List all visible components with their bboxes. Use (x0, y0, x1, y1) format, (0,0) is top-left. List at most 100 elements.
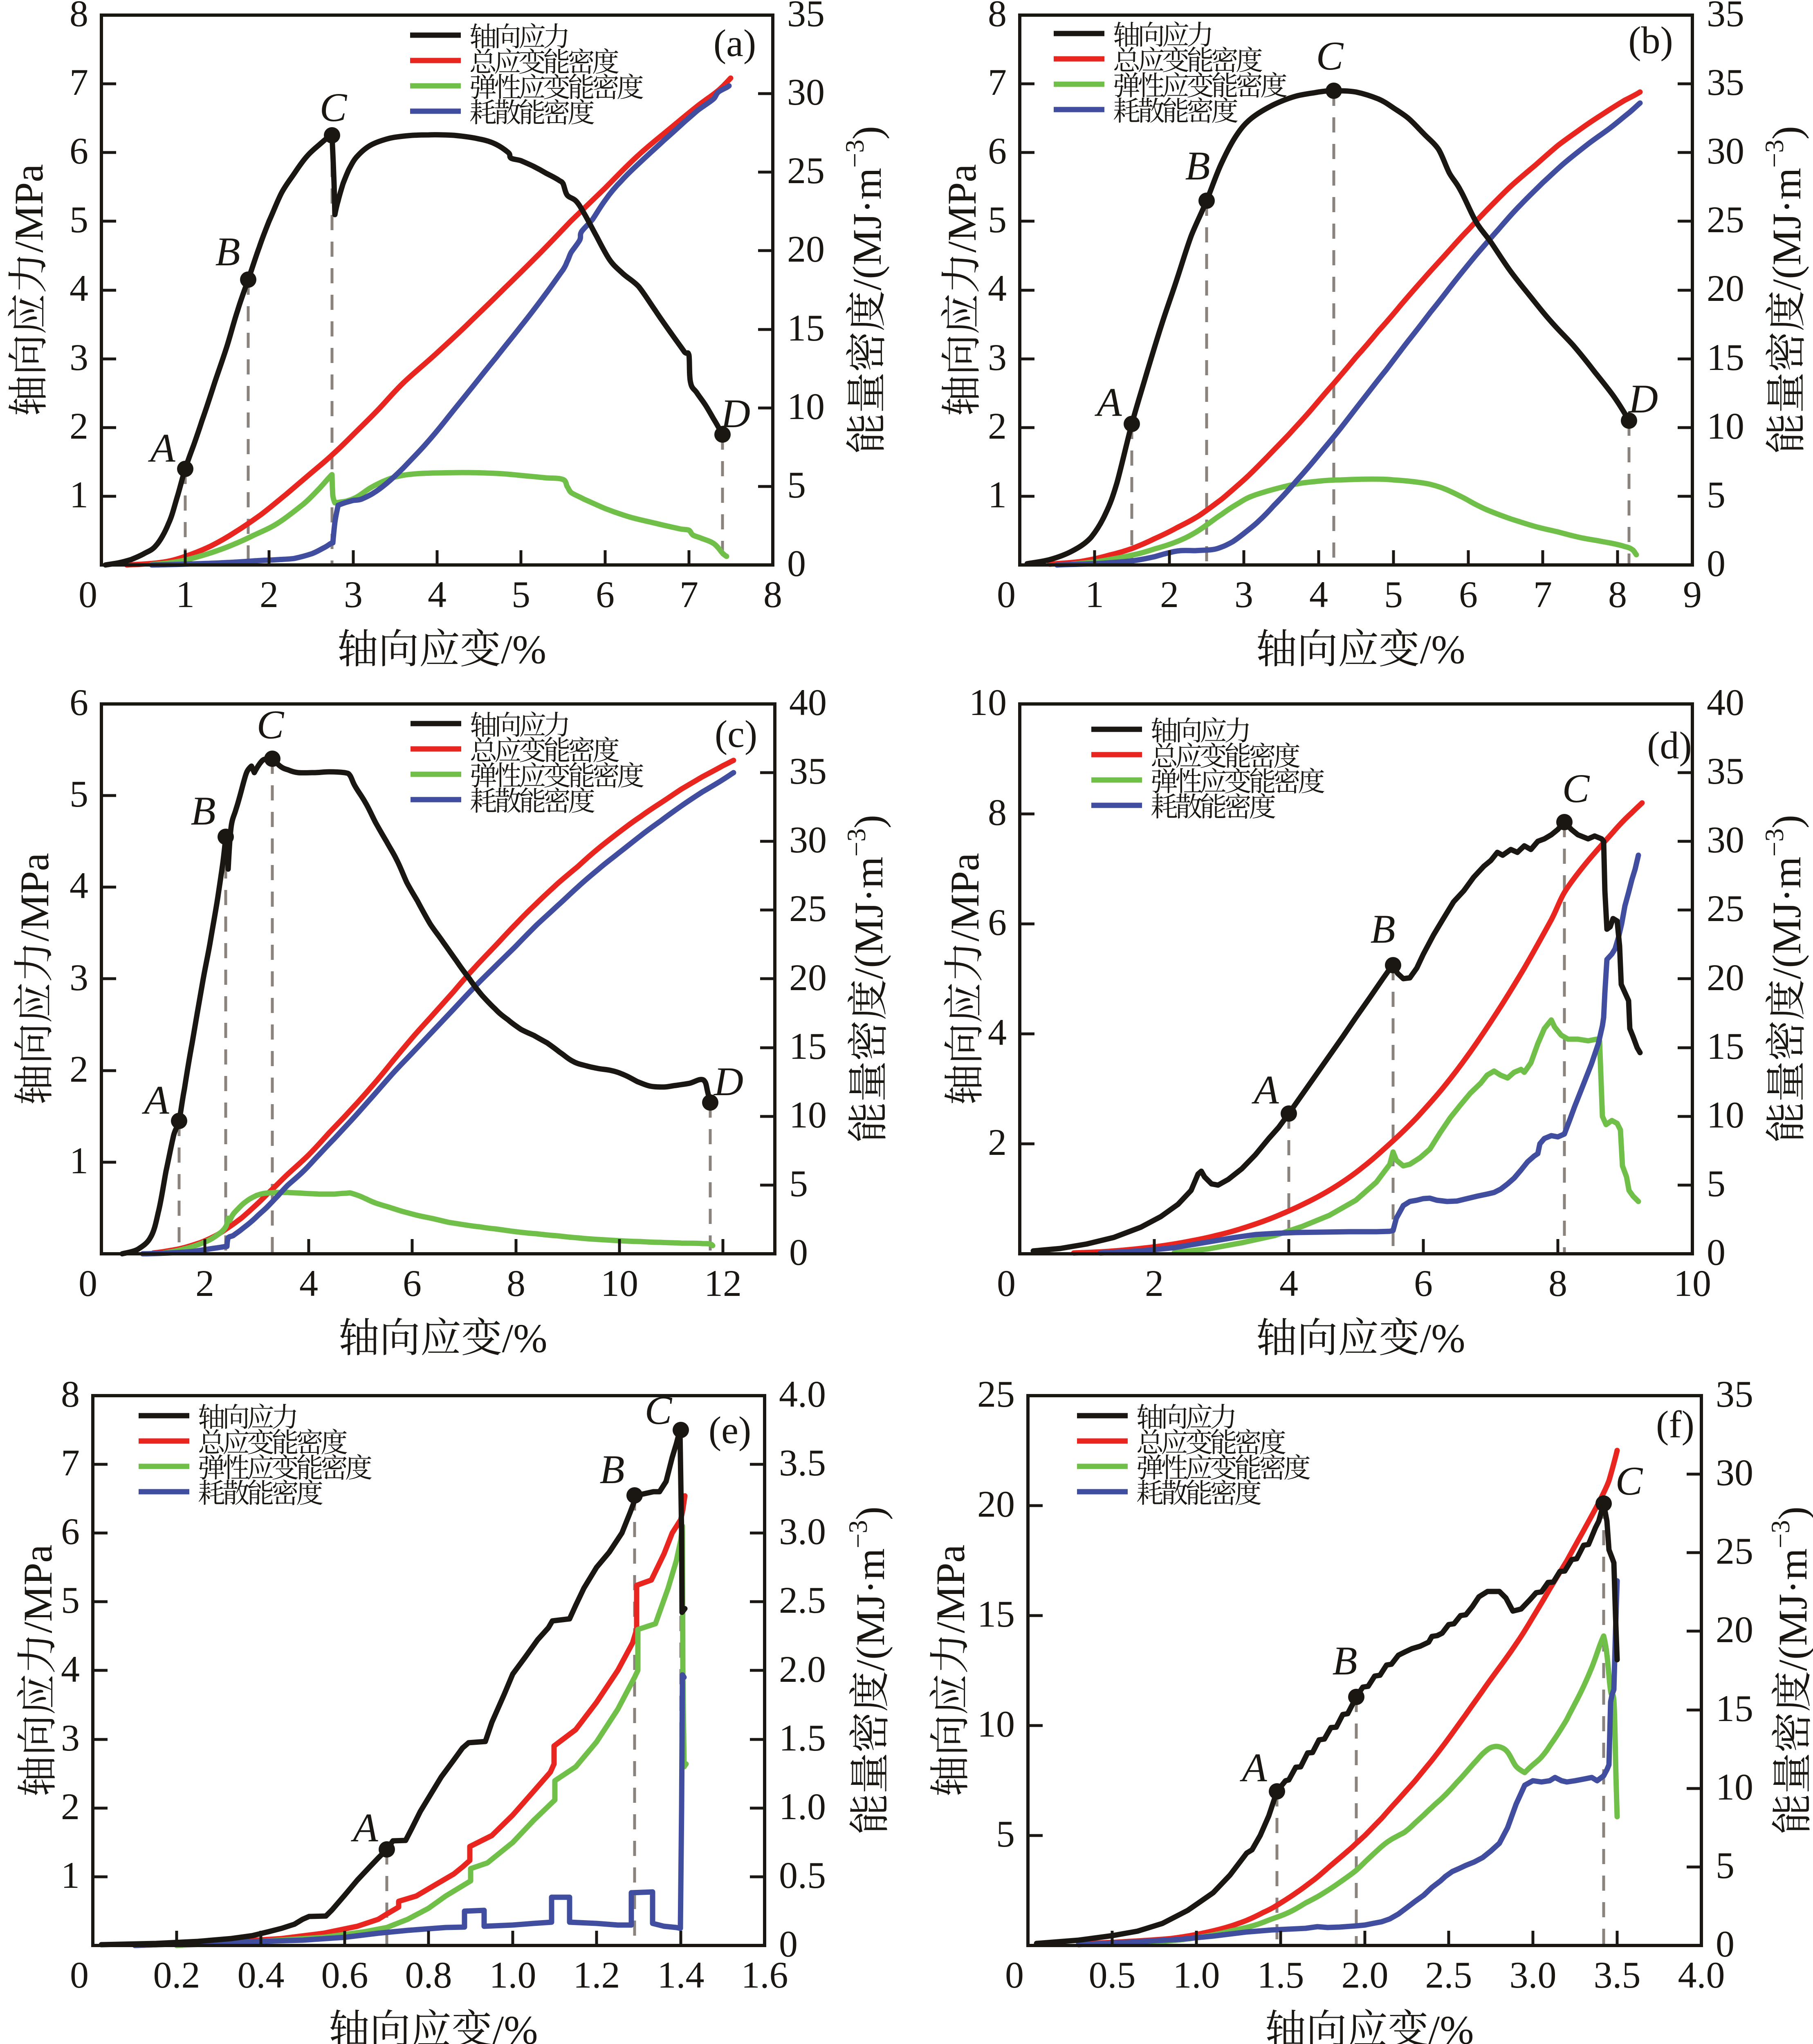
svg-text:20: 20 (1707, 957, 1744, 998)
svg-text:3: 3 (344, 574, 363, 615)
svg-text:3.5: 3.5 (1594, 1954, 1641, 1996)
svg-text:2: 2 (61, 1786, 80, 1827)
svg-text:1: 1 (176, 574, 195, 615)
svg-text:1.5: 1.5 (1257, 1954, 1304, 1996)
svg-text:0.8: 0.8 (405, 1954, 452, 1996)
svg-text:0: 0 (787, 542, 806, 584)
svg-text:1.5: 1.5 (779, 1717, 826, 1759)
svg-text:1: 1 (70, 474, 88, 515)
svg-text:25: 25 (1707, 888, 1744, 929)
svg-text:8: 8 (763, 574, 782, 615)
svg-text:B: B (599, 1447, 624, 1492)
svg-text:8: 8 (988, 0, 1007, 34)
svg-text:3.0: 3.0 (1510, 1954, 1557, 1996)
svg-text:6: 6 (596, 574, 615, 615)
svg-text:30: 30 (1707, 819, 1744, 861)
svg-text:0.6: 0.6 (321, 1954, 368, 1996)
svg-text:/MPa: /MPa (928, 1544, 973, 1633)
svg-text:A: A (350, 1805, 378, 1850)
svg-text:(a): (a) (714, 22, 756, 65)
svg-text:35: 35 (787, 0, 825, 34)
svg-text:2.5: 2.5 (779, 1579, 826, 1621)
svg-text:25: 25 (1707, 199, 1744, 240)
svg-text:C: C (320, 85, 348, 130)
svg-text:6: 6 (988, 130, 1007, 172)
svg-text:A: A (141, 1077, 169, 1123)
svg-text:3: 3 (70, 957, 88, 998)
svg-text:0: 0 (70, 1954, 89, 1996)
svg-text:5: 5 (787, 464, 806, 506)
svg-text:1.2: 1.2 (573, 1954, 620, 1996)
svg-text:3: 3 (1234, 574, 1253, 615)
svg-text:8: 8 (988, 791, 1007, 833)
svg-text:4: 4 (70, 865, 88, 906)
svg-text:10: 10 (977, 1703, 1015, 1745)
svg-text:40: 40 (1707, 681, 1744, 723)
svg-text:0: 0 (997, 574, 1016, 615)
svg-text:5: 5 (988, 199, 1007, 240)
svg-text:10: 10 (601, 1262, 638, 1304)
svg-text:1: 1 (988, 474, 1007, 515)
svg-text:0.5: 0.5 (779, 1854, 826, 1896)
svg-text:4: 4 (299, 1262, 318, 1304)
svg-text:/%: /% (1420, 627, 1465, 672)
svg-text:A: A (148, 425, 175, 471)
svg-text:A: A (1094, 379, 1122, 425)
svg-text:2: 2 (260, 574, 278, 615)
svg-text:7: 7 (680, 574, 698, 615)
svg-text:3: 3 (988, 336, 1007, 378)
svg-text:25: 25 (977, 1373, 1015, 1415)
svg-text:25: 25 (787, 150, 825, 191)
svg-text:2.0: 2.0 (779, 1648, 826, 1690)
svg-text:5: 5 (1716, 1845, 1734, 1886)
svg-text:A: A (1251, 1067, 1279, 1112)
svg-text:3.0: 3.0 (779, 1511, 826, 1552)
svg-text:5: 5 (512, 574, 530, 615)
svg-text:10: 10 (1707, 405, 1744, 447)
svg-text:2.0: 2.0 (1342, 1954, 1389, 1996)
svg-text:5: 5 (70, 773, 88, 815)
svg-text:0: 0 (779, 1923, 798, 1965)
svg-text:30: 30 (789, 819, 827, 861)
svg-text:/MPa: /MPa (12, 853, 57, 941)
svg-text:15: 15 (977, 1593, 1015, 1635)
svg-text:6: 6 (988, 901, 1007, 943)
svg-text:1: 1 (61, 1854, 80, 1896)
svg-text:4: 4 (428, 574, 447, 615)
svg-text:8: 8 (70, 0, 88, 34)
svg-text:6: 6 (1414, 1262, 1433, 1304)
svg-text:4: 4 (988, 1011, 1007, 1053)
svg-text:7: 7 (70, 61, 88, 103)
svg-text:5: 5 (789, 1163, 808, 1204)
svg-text:0.2: 0.2 (153, 1954, 200, 1996)
svg-text:5: 5 (996, 1813, 1015, 1855)
svg-text:6: 6 (70, 130, 88, 172)
svg-text:8: 8 (507, 1262, 525, 1304)
svg-text:12: 12 (704, 1262, 742, 1304)
svg-text:2: 2 (70, 405, 88, 447)
svg-text:1.6: 1.6 (741, 1954, 788, 1996)
svg-text:2: 2 (988, 405, 1007, 447)
svg-text:4: 4 (70, 267, 88, 309)
svg-text:(b): (b) (1628, 19, 1673, 62)
svg-text:1.0: 1.0 (1173, 1954, 1220, 1996)
svg-text:6: 6 (403, 1262, 422, 1304)
svg-text:B: B (1332, 1638, 1357, 1683)
svg-text:0: 0 (997, 1262, 1016, 1304)
svg-text:30: 30 (1707, 130, 1744, 172)
svg-text:15: 15 (1707, 1025, 1744, 1067)
svg-text:A: A (1239, 1745, 1267, 1790)
svg-text:8: 8 (1548, 1262, 1567, 1304)
svg-text:7: 7 (61, 1442, 80, 1484)
svg-text:/MPa: /MPa (942, 853, 987, 941)
svg-text:/MPa: /MPa (15, 1544, 61, 1633)
svg-text:20: 20 (787, 228, 825, 270)
svg-text:(d): (d) (1647, 724, 1692, 767)
svg-text:2: 2 (1145, 1262, 1164, 1304)
svg-text:1: 1 (1085, 574, 1104, 615)
svg-text:35: 35 (1716, 1373, 1753, 1415)
svg-text:4: 4 (988, 267, 1007, 309)
svg-text:0: 0 (789, 1231, 808, 1273)
svg-text:3: 3 (61, 1717, 80, 1759)
svg-text:30: 30 (787, 71, 825, 113)
